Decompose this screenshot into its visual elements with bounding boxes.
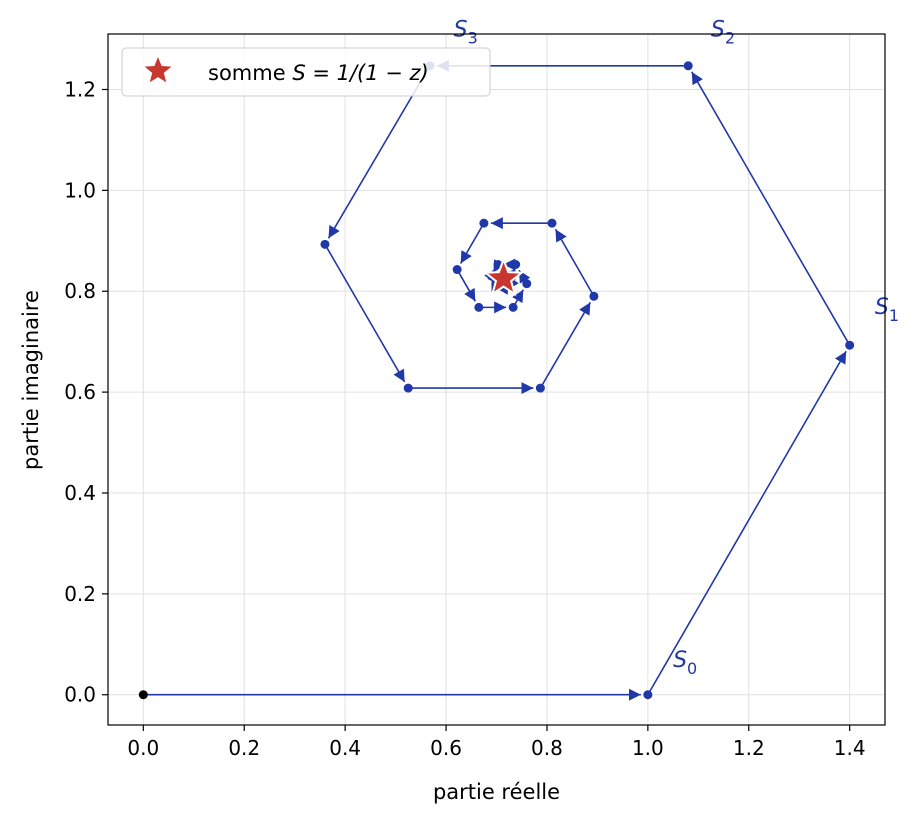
legend-label-prefix: somme — [208, 61, 292, 85]
partial-sum-point — [508, 302, 518, 312]
partial-sum-annotation: S2 — [711, 18, 735, 48]
path-segment — [647, 350, 847, 696]
partial-sum-point — [683, 61, 693, 71]
partial-sum-point — [511, 260, 521, 270]
annotation-subscript: 1 — [889, 306, 899, 325]
path-segment — [691, 71, 851, 346]
sum-star — [482, 256, 525, 297]
path-segment — [324, 243, 406, 383]
y-tick-label: 0.4 — [64, 481, 96, 505]
x-tick-label: 1.2 — [733, 736, 765, 760]
partial-sum-point — [845, 340, 855, 350]
partial-sum-path — [143, 59, 851, 701]
partial-sum-point — [547, 218, 557, 228]
partial-sum-point — [474, 302, 484, 312]
y-tick-label: 1.2 — [64, 77, 96, 101]
path-segment — [554, 228, 595, 297]
x-axis-label: partie réelle — [433, 780, 560, 804]
x-tick-label: 0.6 — [430, 736, 462, 760]
annotation-subscript: 0 — [687, 659, 697, 678]
annotation-subscript: 3 — [468, 29, 478, 48]
legend-label: somme S = 1/(1 − z) — [208, 61, 429, 85]
annotation-subscript: 2 — [725, 29, 735, 48]
y-axis-label: partie imaginaire — [19, 290, 43, 470]
partial-sum-point — [643, 690, 653, 700]
partial-sum-point — [522, 279, 532, 289]
legend-label-math: S = 1/(1 − z) — [292, 61, 428, 85]
partial-sum-annotation: S0 — [673, 648, 697, 678]
partial-sum-point — [452, 265, 462, 275]
y-tick-label: 0.2 — [64, 582, 96, 606]
plot-background — [108, 34, 885, 725]
partial-sum-point — [589, 291, 599, 301]
partial-sum-point — [320, 239, 330, 249]
ticks: 0.0 0.2 0.4 0.6 0.8 1.0 1.2 1.4 0.0 0.2 0.4 0.6 0.8 1… — [64, 77, 865, 760]
legend-box — [121, 47, 491, 97]
partial-sum-point — [479, 218, 489, 228]
annotation-base: S — [673, 648, 687, 673]
path-segment — [539, 301, 592, 389]
path-segment — [459, 222, 485, 264]
x-tick-label: 1.4 — [834, 736, 866, 760]
y-tick-label: 0.8 — [64, 279, 96, 303]
annotation-base: S — [875, 295, 889, 320]
x-tick-label: 1.0 — [632, 736, 664, 760]
origin-point — [138, 690, 148, 700]
annotation-base: S — [711, 18, 725, 43]
path-segment — [456, 269, 477, 302]
y-tick-label: 1.0 — [64, 178, 96, 202]
plot-frame — [107, 33, 886, 726]
x-tick-label: 0.0 — [127, 736, 159, 760]
legend: somme S = 1/(1 − z) — [121, 47, 491, 97]
partial-sum-annotation: S3 — [454, 18, 478, 48]
partial-sum-point — [403, 383, 413, 393]
partial-sum-point — [535, 383, 545, 393]
y-tick-label: 0.0 — [64, 683, 96, 707]
annotation-base: S — [454, 18, 468, 43]
legend-star — [140, 52, 176, 86]
y-tick-label: 0.6 — [64, 380, 96, 404]
x-tick-label: 0.2 — [228, 736, 260, 760]
legend-star-icon — [140, 52, 176, 86]
x-tick-label: 0.4 — [329, 736, 361, 760]
sum-marker-group — [482, 256, 525, 297]
x-tick-label: 0.8 — [531, 736, 563, 760]
